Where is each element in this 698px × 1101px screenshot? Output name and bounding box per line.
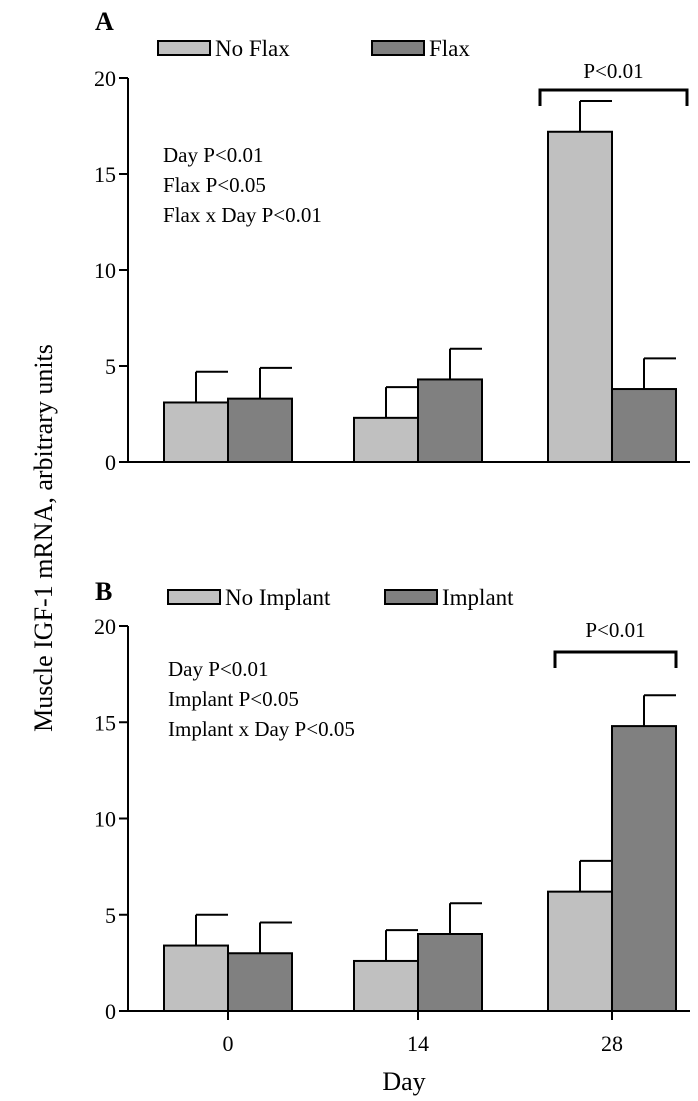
legend-swatch: [384, 589, 438, 605]
y-tick-label: 5: [105, 354, 116, 379]
x-tick-label: 28: [601, 1031, 623, 1056]
bar-implant: [611, 725, 677, 1012]
significance-bracket: [538, 88, 689, 106]
y-tick-label: 20: [94, 614, 116, 639]
bar-implant: [227, 952, 293, 1012]
panel-letter: A: [95, 7, 114, 36]
y-tick-label: 15: [94, 710, 116, 735]
bar-no-flax: [163, 401, 229, 464]
y-tick-label: 0: [105, 450, 116, 475]
stat-line: Day P<0.01: [163, 143, 264, 167]
stat-line: Implant x Day P<0.05: [168, 717, 355, 741]
bar-implant: [417, 933, 483, 1012]
bar-no-flax: [547, 130, 613, 463]
panel-letter: B: [95, 577, 112, 606]
legend-label: No Implant: [225, 585, 331, 610]
significance-label: P<0.01: [585, 618, 645, 642]
legend-label: No Flax: [215, 36, 290, 61]
y-tick-label: 15: [94, 162, 116, 187]
stat-line: Flax x Day P<0.01: [163, 203, 322, 227]
y-tick-label: 20: [94, 66, 116, 91]
x-tick-label: 14: [407, 1031, 429, 1056]
stat-line: Flax P<0.05: [163, 173, 266, 197]
significance-bracket: [553, 650, 678, 668]
legend-swatch: [371, 40, 425, 56]
y-tick-label: 5: [105, 903, 116, 928]
panel-A: A 0 5 10 15 20 No Flax Flax Day P<0.01 Flax P<0.0…: [94, 7, 690, 475]
legend-label: Implant: [442, 585, 514, 610]
legend-label: Flax: [429, 36, 470, 61]
bar-flax: [611, 388, 677, 464]
x-tick-label: 0: [223, 1031, 234, 1056]
legend-swatch: [167, 589, 221, 605]
significance-label: P<0.01: [583, 59, 643, 83]
y-tick-label: 10: [94, 807, 116, 832]
stat-line: Implant P<0.05: [168, 687, 299, 711]
legend-swatch: [157, 40, 211, 56]
y-tick-label: 0: [105, 999, 116, 1024]
stat-line: Day P<0.01: [168, 657, 269, 681]
panel-B: B 0 5 10 15 20 0 14 28 No Implant Implant Day P<0.0…: [94, 577, 690, 1056]
bar-flax: [227, 397, 293, 464]
x-axis-title: Day: [382, 1067, 425, 1096]
y-tick-label: 10: [94, 258, 116, 283]
y-axis-title: Muscle IGF-1 mRNA, arbitrary units: [29, 344, 58, 732]
bar-no-implant: [163, 944, 229, 1012]
bar-flax: [417, 378, 483, 463]
bar-no-implant: [547, 890, 613, 1013]
bar-no-implant: [353, 959, 419, 1013]
bar-no-flax: [353, 416, 419, 463]
